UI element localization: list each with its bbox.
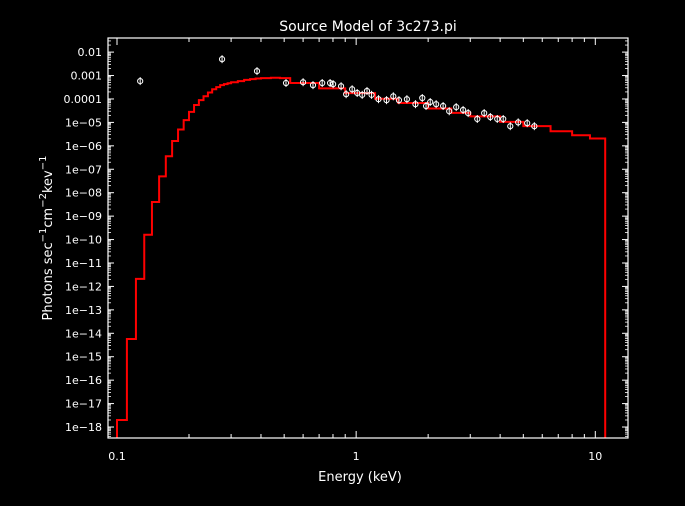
data-point [390,92,397,101]
data-point [326,79,334,88]
y-axis-label-part: −1 [38,156,49,171]
data-points [137,55,538,131]
data-point [465,109,472,118]
data-point [319,79,326,88]
data-point [383,96,390,105]
data-point [368,90,375,99]
data-point [531,122,538,131]
y-axis-label-part: Photons sec [41,242,56,320]
y-tick-label: 1e−18 [65,421,102,434]
data-point [422,102,430,111]
y-axis-label-part: kev [41,170,56,193]
x-tick-label: 1 [353,450,360,463]
y-tick-label: 1e−05 [65,116,102,129]
y-tick-label: 1e−11 [65,257,102,270]
data-point [524,119,531,128]
data-point [359,90,366,99]
data-point [349,85,356,94]
data-point [412,100,419,109]
x-axis-label: Energy (keV) [318,470,402,485]
model-curve [115,76,607,438]
y-tick-label: 1e−16 [65,374,102,387]
data-point [375,95,382,104]
y-tick-label: 0.0001 [64,93,103,106]
y-axis-label-part: −2 [38,193,49,208]
data-point [500,114,507,123]
data-point [515,118,522,127]
plot-frame [107,37,629,439]
y-axis-label-part: cm [41,208,56,228]
data-point [282,79,290,88]
y-tick-label: 1e−17 [65,398,102,411]
data-point [363,86,371,95]
data-point [433,100,440,109]
data-point [459,105,467,114]
chart-title: Source Model of 3c273.pi [279,19,457,35]
y-tick-label: 1e−14 [65,327,102,340]
data-point [481,109,488,118]
data-point [507,122,514,131]
data-point [253,67,261,76]
data-point [419,94,426,103]
data-point [403,95,410,104]
axes: 0.1 1 10 0.01 0.001 0.0001 1e−05 1e−06 1e−07 1e−0… [64,37,628,463]
data-point [395,96,403,105]
y-tick-label: 0.01 [78,46,103,59]
data-point [343,90,350,99]
y-tick-label: 1e−07 [65,163,102,176]
data-point [440,102,447,111]
x-tick-label: 0.1 [108,450,126,463]
model-step-line [115,76,607,438]
data-point [487,113,494,122]
data-point [299,78,307,87]
y-tick-label: 1e−13 [65,304,102,317]
data-point [137,77,144,86]
data-point [494,114,501,123]
y-axis-label-part: −1 [38,228,49,243]
y-axis-label: Photons sec−1cm−2kev−1 [38,156,56,321]
x-tick-label: 10 [588,450,602,463]
data-point [330,80,337,89]
data-point [337,82,345,91]
data-point [446,107,453,116]
data-point [218,55,226,64]
y-tick-label: 1e−15 [65,351,102,364]
data-point [474,114,481,123]
y-tick-label: 0.001 [71,70,103,83]
data-point [453,103,460,112]
y-tick-label: 1e−12 [65,280,102,293]
y-tick-label: 1e−08 [65,187,102,200]
y-tick-label: 1e−06 [65,140,102,153]
y-tick-label: 1e−10 [65,234,102,247]
data-point [309,81,317,90]
data-point [427,98,434,107]
y-tick-label: 1e−09 [65,210,102,223]
